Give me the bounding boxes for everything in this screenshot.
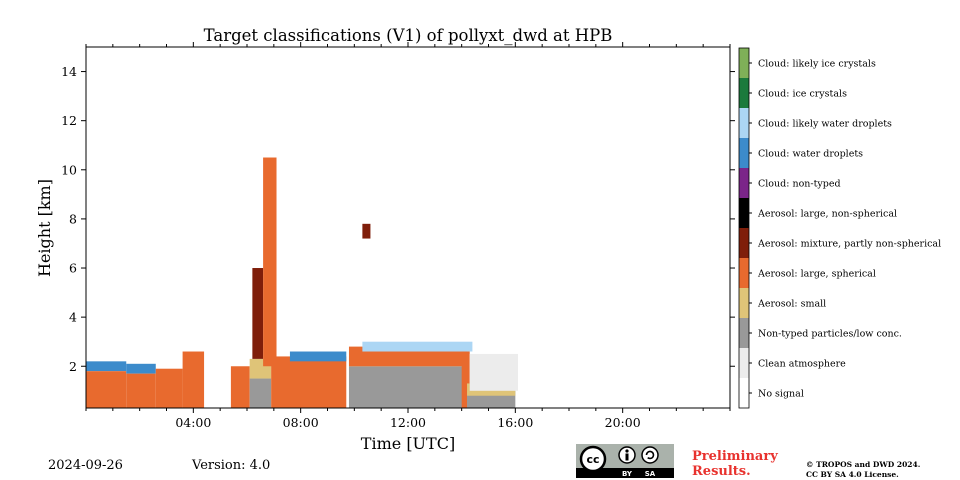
colorbar-swatch xyxy=(739,168,749,198)
y-tick-label: 4 xyxy=(69,310,77,325)
colorbar-swatch xyxy=(739,288,749,318)
classification-region xyxy=(182,351,205,408)
colorbar-swatch xyxy=(739,48,749,78)
x-axis-label: Time [UTC] xyxy=(361,434,455,453)
y-axis-label: Height [km] xyxy=(35,179,54,277)
preliminary-line-2: Results. xyxy=(692,464,751,479)
colorbar-label: Cloud: likely ice crystals xyxy=(758,59,876,70)
colorbar: Cloud: likely ice crystals Cloud: ice cry… xyxy=(738,47,941,409)
classification-region xyxy=(348,366,468,408)
sa-label: SA xyxy=(645,470,656,478)
y-tick-label: 6 xyxy=(69,261,77,276)
classification-region xyxy=(155,368,183,408)
colorbar-frame xyxy=(738,47,750,409)
classification-region xyxy=(230,366,250,408)
colorbar-swatch xyxy=(739,228,749,258)
classification-region xyxy=(461,351,470,408)
by-label: BY xyxy=(622,470,633,478)
date-label: 2024-09-26 xyxy=(48,458,123,473)
x-axis: 04:00 08:00 12:00 16:00 20:00 xyxy=(85,42,731,430)
classification-regions xyxy=(86,157,519,408)
colorbar-label: Aerosol: large, spherical xyxy=(757,269,876,280)
classification-region xyxy=(263,157,277,367)
badge-strip xyxy=(576,468,674,478)
version-label: Version: 4.0 xyxy=(192,458,271,473)
classification-region xyxy=(126,363,156,374)
colorbar-label: Cloud: ice crystals xyxy=(758,89,847,100)
colorbar-swatch xyxy=(739,78,749,108)
y-tick-label: 10 xyxy=(61,162,77,177)
y-tick-label: 12 xyxy=(61,113,77,128)
y-tick-label: 2 xyxy=(69,359,77,374)
classification-region xyxy=(469,353,519,391)
classification-region xyxy=(86,361,127,372)
colorbar-swatch xyxy=(739,198,749,228)
classification-region xyxy=(271,356,347,408)
copyright-line-2: CC BY SA 4.0 License. xyxy=(806,470,899,479)
classification-region xyxy=(289,351,347,362)
preliminary-line-1: Preliminary xyxy=(692,449,778,464)
colorbar-swatch xyxy=(739,258,749,288)
x-tick-label: 04:00 xyxy=(175,415,211,430)
x-tick-label: 12:00 xyxy=(390,415,426,430)
classification-region xyxy=(86,371,127,408)
colorbar-label: Aerosol: large, non-spherical xyxy=(757,209,897,220)
classification-region xyxy=(126,373,156,408)
y-tick-label: 8 xyxy=(69,211,77,226)
colorbar-label: Cloud: water droplets xyxy=(758,149,863,160)
y-tick-label: 14 xyxy=(61,64,77,79)
colorbar-label: Cloud: likely water droplets xyxy=(758,119,892,130)
colorbar-swatch xyxy=(739,378,749,408)
x-tick-label: 20:00 xyxy=(605,415,641,430)
cc-icon xyxy=(579,445,607,473)
colorbar-label: No signal xyxy=(758,389,804,400)
cc-text: cc xyxy=(586,453,599,466)
colorbar-swatch xyxy=(739,348,749,378)
classification-region xyxy=(362,223,371,239)
colorbar-label: Aerosol: mixture, partly non-spherical xyxy=(757,239,941,250)
classification-region xyxy=(249,378,272,408)
colorbar-label: Aerosol: small xyxy=(757,299,826,310)
x-tick-label: 08:00 xyxy=(283,415,319,430)
x-tick-label: 16:00 xyxy=(497,415,533,430)
by-person-head xyxy=(625,449,629,453)
classification-region xyxy=(362,341,473,352)
classification-region xyxy=(252,268,264,359)
colorbar-swatch xyxy=(739,138,749,168)
y-axis: 2 4 6 8 10 12 14 xyxy=(61,64,735,374)
colorbar-label: Cloud: non-typed xyxy=(758,179,841,190)
colorbar-swatch xyxy=(739,318,749,348)
by-person-body xyxy=(625,453,629,461)
copyright-notice: © TROPOS and DWD 2024. CC BY SA 4.0 Lice… xyxy=(806,460,920,480)
chart-title: Target classifications (V1) of pollyxt_d… xyxy=(204,26,613,45)
colorbar-swatch xyxy=(739,108,749,138)
plot-area xyxy=(85,46,731,409)
colorbar-label: Clean atmosphere xyxy=(758,359,846,370)
cc-license-badge: cc BY SA xyxy=(576,444,674,478)
sa-arrow-icon xyxy=(645,450,655,460)
sa-icon xyxy=(641,446,659,464)
copyright-line-1: © TROPOS and DWD 2024. xyxy=(806,460,921,469)
colorbar-label: Non-typed particles/low conc. xyxy=(758,329,902,340)
preliminary-notice: Preliminary Results. xyxy=(692,449,778,479)
